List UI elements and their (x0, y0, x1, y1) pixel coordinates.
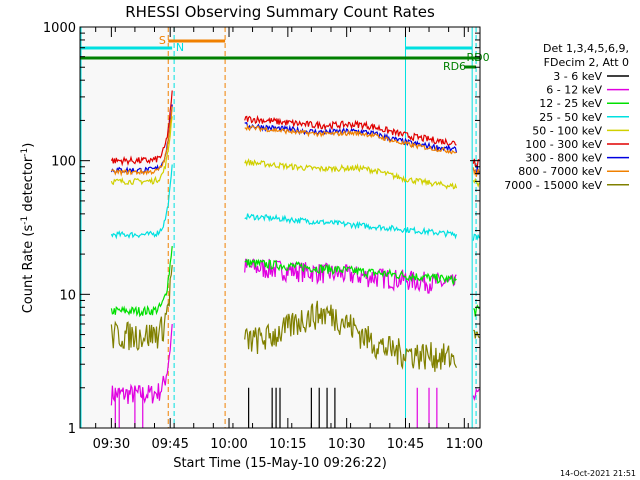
annotation-rd0: RD0 (466, 51, 489, 64)
x-tick-label: 10:15 (269, 437, 306, 452)
legend-header-line-1: Det 1,3,4,5,6,9, (543, 42, 629, 55)
legend-header-line-2: FDecim 2, Att 0 (544, 56, 629, 69)
footer-timestamp: 14-Oct-2021 21:51 (560, 469, 636, 478)
x-axis: 09:30 09:45 10:00 10:15 10:30 10:45 11:00 (93, 27, 483, 452)
y-tick-label: 10 (59, 288, 76, 303)
y-axis-label: Count Rate (s-1 detector-1) (20, 143, 36, 314)
legend-label: 25 - 50 keV (539, 111, 602, 124)
low-count-spikes (114, 387, 438, 428)
annotation-n: N (176, 41, 184, 54)
x-tick-label: 09:30 (93, 437, 130, 452)
annotation-s: S (159, 34, 166, 47)
plot-frame (79, 26, 481, 429)
series-line (244, 158, 458, 190)
x-tick-label: 11:00 (446, 437, 483, 452)
annotation-rd6: RD6 (443, 60, 466, 73)
legend-label: 300 - 800 keV (525, 152, 602, 165)
series-line (110, 116, 173, 186)
y-tick-label: 100 (51, 155, 76, 170)
series-line (244, 114, 457, 147)
legend-label: 6 - 12 keV (546, 84, 602, 97)
series-800-7000-kev (110, 106, 480, 177)
legend-label: 3 - 6 keV (553, 70, 602, 83)
series-line (244, 213, 458, 240)
series-line (110, 323, 173, 406)
series-line (110, 106, 173, 177)
series-7000-15000-kev (110, 265, 480, 372)
series-tail (472, 387, 480, 402)
legend-label: 12 - 25 keV (539, 97, 602, 110)
plot-area (80, 27, 480, 428)
y-axis-label-suffix: ) (21, 143, 36, 148)
series-line (244, 300, 458, 372)
x-tick-label: 09:45 (151, 437, 188, 452)
series-tail (472, 233, 480, 241)
y-axis-label-prefix: Count Rate (s (21, 225, 36, 314)
legend-label: 50 - 100 keV (532, 124, 602, 137)
series-layer (110, 90, 480, 428)
chart-title: RHESSI Observing Summary Count Rates (125, 3, 435, 21)
x-tick-label: 10:30 (328, 437, 365, 452)
series-line (110, 164, 173, 240)
legend-label: 800 - 7000 keV (518, 165, 602, 178)
y-axis-label-sup2: -1 (20, 148, 30, 157)
y-axis-label-mid: detector (21, 156, 36, 216)
series-tail (472, 167, 480, 177)
series-25-50-kev (110, 164, 480, 241)
series-line (244, 258, 457, 285)
series-line (244, 123, 457, 155)
y-tick-label: 1000 (43, 21, 76, 36)
legend-label: 7000 - 15000 keV (504, 179, 602, 192)
series-line (110, 246, 173, 318)
series-tail (472, 158, 480, 168)
legend-label: 100 - 300 keV (525, 138, 602, 151)
x-tick-label: 10:45 (387, 437, 424, 452)
series-tail (473, 329, 480, 339)
series-line (110, 265, 173, 352)
series-line (110, 90, 173, 167)
y-tick-label: 1 (68, 422, 76, 437)
series-100-300-kev (110, 90, 480, 168)
y-axis-label-sup: -1 (20, 216, 30, 225)
x-axis-label: Start Time (15-May-10 09:26:22) (173, 456, 387, 471)
x-tick-label: 10:00 (210, 437, 247, 452)
